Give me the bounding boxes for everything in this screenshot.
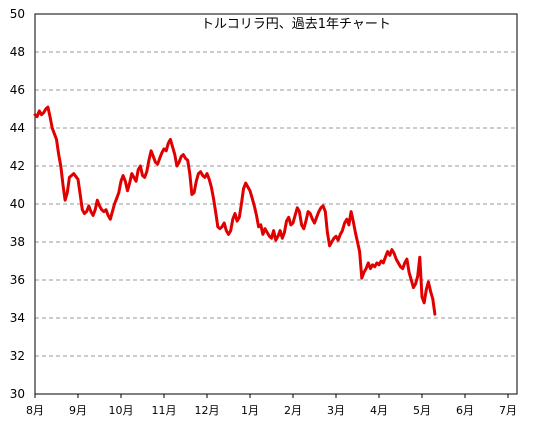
plot-frame — [34, 13, 518, 395]
x-tick-label: 7月 — [499, 404, 517, 417]
x-tick-label: 5月 — [413, 404, 431, 417]
x-tick-label: 10月 — [109, 404, 134, 417]
x-tick-label: 12月 — [195, 404, 220, 417]
y-tick-label: 42 — [10, 159, 25, 173]
x-tick-label: 11月 — [152, 404, 177, 417]
y-tick-label: 36 — [10, 273, 25, 287]
x-tick-label: 1月 — [241, 404, 259, 417]
x-tick-label: 8月 — [26, 404, 44, 417]
y-tick-label: 30 — [10, 387, 25, 401]
y-tick-label: 46 — [10, 83, 25, 97]
x-tick-label: 6月 — [456, 404, 474, 417]
gridlines — [35, 51, 517, 357]
x-axis: 8月 9月 10月 11月 12月 1月 2月 3月 4月 5月 6月 7月 — [26, 394, 517, 417]
x-tick-label: 3月 — [327, 404, 345, 417]
y-tick-label: 40 — [10, 197, 25, 211]
x-tick-label: 2月 — [284, 404, 302, 417]
x-tick-label: 4月 — [370, 404, 388, 417]
y-tick-label: 44 — [10, 121, 25, 135]
y-tick-label: 38 — [10, 235, 25, 249]
y-axis: 30 32 34 36 38 40 42 44 46 48 50 — [10, 7, 25, 401]
chart-title: トルコリラ円、過去1年チャート — [201, 17, 391, 32]
series-line — [33, 105, 437, 316]
y-tick-label: 50 — [10, 7, 25, 21]
y-tick-label: 32 — [10, 349, 25, 363]
x-tick-label: 9月 — [69, 404, 87, 417]
y-tick-label: 48 — [10, 45, 25, 59]
y-tick-label: 34 — [10, 311, 25, 325]
